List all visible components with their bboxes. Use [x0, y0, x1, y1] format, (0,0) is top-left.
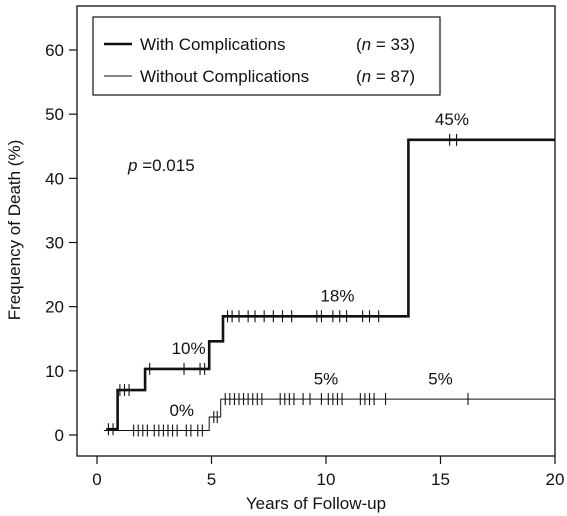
legend-label-with-complications: With Complications: [140, 35, 286, 54]
legend-n-with-complications: (n = 33): [356, 35, 415, 54]
x-tick-label: 20: [546, 470, 565, 489]
p-value-label: p =0.015: [127, 156, 195, 175]
percent-annotation: 0%: [169, 401, 194, 420]
percent-annotation: 18%: [320, 287, 354, 306]
x-axis-ticks: 0 5 10 15 20: [92, 456, 564, 489]
y-axis-title: Frequency of Death (%): [5, 140, 24, 320]
series-layer: [103, 133, 555, 437]
y-axis-ticks: 0 10 20 30 40 50 60: [45, 41, 77, 445]
percent-annotation: 10%: [172, 339, 206, 358]
y-tick-label: 50: [45, 105, 64, 124]
plot-frame: [76, 5, 556, 457]
y-tick-label: 10: [45, 362, 64, 381]
annotation-layer: 45% 18% 10% 5% 5% 0%: [169, 110, 469, 420]
legend-label-without-complications: Without Complications: [140, 67, 309, 86]
legend: With Complications (n = 33) Without Comp…: [92, 16, 441, 96]
legend-n-without-complications: (n = 87): [356, 67, 415, 86]
x-tick-label: 5: [207, 470, 216, 489]
p-value-var: p: [127, 156, 137, 175]
series-line-without-complications: [103, 398, 555, 431]
y-tick-label: 30: [45, 234, 64, 253]
percent-annotation: 45%: [435, 110, 469, 129]
series-line-with-complications: [106, 138, 555, 431]
x-axis-title: Years of Follow-up: [246, 494, 386, 513]
y-tick-label: 40: [45, 169, 64, 188]
legend-box: [92, 16, 441, 96]
percent-annotation: 5%: [314, 369, 339, 388]
y-tick-label: 60: [45, 41, 64, 60]
x-tick-label: 15: [431, 470, 450, 489]
x-tick-label: 0: [92, 470, 101, 489]
y-tick-label: 0: [55, 426, 64, 445]
x-tick-label: 10: [317, 470, 336, 489]
p-value-text: =0.015: [137, 156, 194, 175]
percent-annotation: 5%: [428, 369, 453, 388]
y-tick-label: 20: [45, 298, 64, 317]
